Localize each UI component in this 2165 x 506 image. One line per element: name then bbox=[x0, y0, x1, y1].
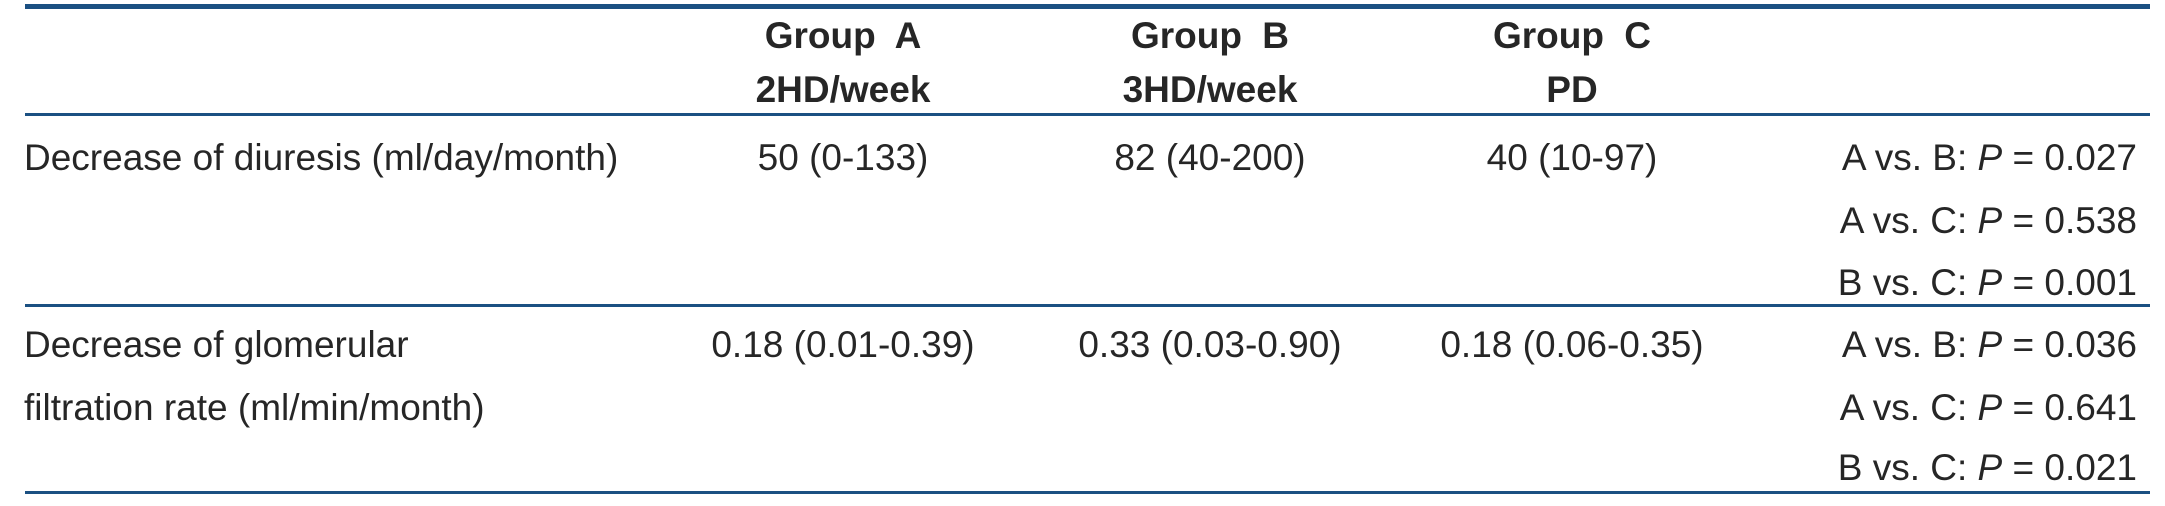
comparison-label: B vs. C: bbox=[1837, 262, 1978, 303]
column-header-group-a-title: Group A bbox=[764, 15, 922, 56]
row-gfr-pvalue-a-vs-c: A vs. C: P = 0.641 bbox=[1640, 383, 2137, 433]
comparison-label: B vs. C: bbox=[1837, 447, 1978, 488]
row-diuresis-pvalue-a-vs-b: A vs. B: P = 0.027 bbox=[1640, 133, 2137, 183]
column-header-group-b-title: Group B bbox=[1131, 15, 1289, 56]
row-gfr-group-a-value: 0.18 (0.01-0.39) bbox=[711, 324, 975, 365]
row-label-diuresis: Decrease of diuresis (ml/day/month) bbox=[24, 137, 619, 178]
column-header-group-a-subtitle: 2HD/week bbox=[755, 69, 931, 110]
row-diuresis-group-c-value: 40 (10-97) bbox=[1486, 137, 1658, 178]
row-divider-rule bbox=[25, 304, 2150, 307]
comparison-label: A vs. C: bbox=[1839, 387, 1978, 428]
p-symbol: P bbox=[1977, 324, 2003, 365]
p-symbol: P bbox=[1977, 262, 2003, 303]
p-symbol: P bbox=[1977, 137, 2003, 178]
row-diuresis-pvalue-b-vs-c: B vs. C: P = 0.001 bbox=[1640, 258, 2137, 308]
column-header-group-c-subtitle: PD bbox=[1546, 69, 1598, 110]
column-header-group-b-subtitle: 3HD/week bbox=[1122, 69, 1298, 110]
row-gfr-group-c-value: 0.18 (0.06-0.35) bbox=[1440, 324, 1704, 365]
comparison-label: A vs. C: bbox=[1839, 200, 1978, 241]
p-value: = 0.641 bbox=[2002, 387, 2138, 428]
comparison-label: A vs. B: bbox=[1841, 137, 1978, 178]
row-gfr-pvalue-a-vs-b: A vs. B: P = 0.036 bbox=[1640, 320, 2137, 370]
row-gfr-pvalue-b-vs-c: B vs. C: P = 0.021 bbox=[1640, 443, 2137, 493]
comparison-label: A vs. B: bbox=[1841, 324, 1978, 365]
row-gfr-group-b-value: 0.33 (0.03-0.90) bbox=[1078, 324, 1342, 365]
column-header-group-c-title: Group C bbox=[1493, 15, 1651, 56]
p-symbol: P bbox=[1977, 387, 2003, 428]
row-diuresis-group-a-value: 50 (0-133) bbox=[757, 137, 929, 178]
header-bottom-rule bbox=[25, 113, 2150, 116]
row-label-gfr-line2: filtration rate (ml/min/month) bbox=[24, 387, 485, 428]
table-bottom-rule bbox=[25, 491, 2150, 494]
p-value: = 0.027 bbox=[2002, 137, 2138, 178]
row-label-gfr-line1: Decrease of glomerular bbox=[24, 324, 409, 365]
p-symbol: P bbox=[1977, 447, 2003, 488]
p-value: = 0.036 bbox=[2002, 324, 2138, 365]
p-value: = 0.538 bbox=[2002, 200, 2138, 241]
table-top-rule bbox=[25, 4, 2150, 9]
row-diuresis-pvalue-a-vs-c: A vs. C: P = 0.538 bbox=[1640, 196, 2137, 246]
p-value: = 0.021 bbox=[2002, 447, 2138, 488]
p-symbol: P bbox=[1977, 200, 2003, 241]
p-value: = 0.001 bbox=[2002, 262, 2138, 303]
row-diuresis-group-b-value: 82 (40-200) bbox=[1114, 137, 1306, 178]
